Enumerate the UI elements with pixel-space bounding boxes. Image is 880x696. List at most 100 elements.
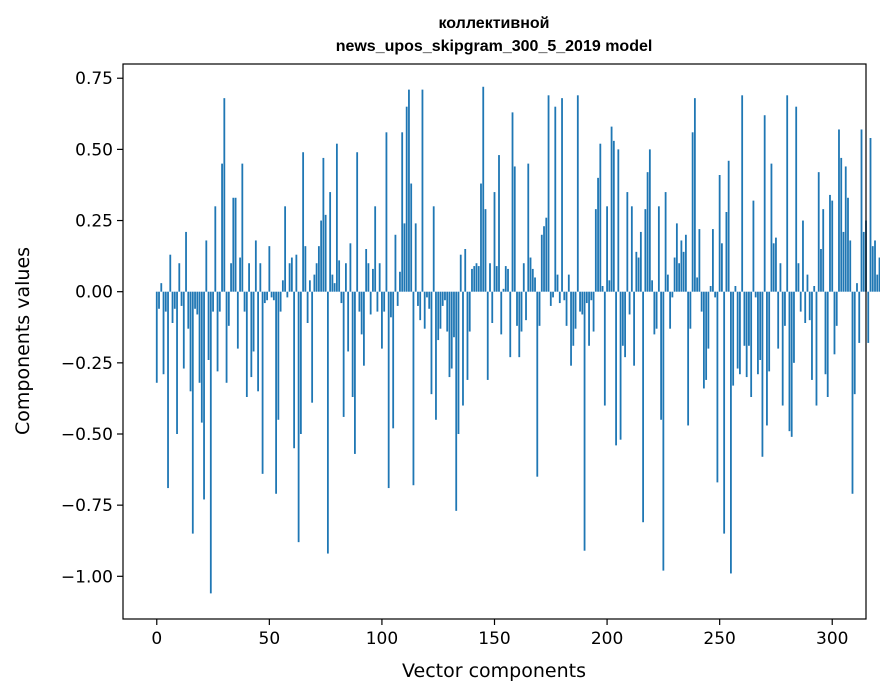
bar-110 [403,223,406,292]
bar-239 [693,98,696,292]
bar-233 [680,240,683,292]
bar-111 [405,106,408,292]
bar-246 [709,286,712,292]
bar-158 [511,112,514,292]
bar-299 [829,194,831,292]
bar-238 [691,132,694,292]
bar-61 [293,291,296,449]
bar-209 [626,192,629,292]
bar-68 [308,280,311,292]
bar-234 [682,251,685,292]
x-tick-label: 50 [259,629,281,649]
bar-168 [534,277,536,292]
x-axis-ticks: 0 50 100 150 200 250 300 [151,619,848,649]
bar-41 [248,263,250,292]
bar-235 [684,234,687,292]
bar-296 [822,209,825,292]
bar-28 [218,291,221,312]
bar-98 [376,291,379,312]
bar-66 [304,246,307,292]
bar-208 [624,291,626,358]
bar-76 [326,291,329,554]
bar-129 [446,291,449,332]
bar-251 [721,243,723,292]
bar-221 [653,291,656,335]
bar-259 [739,291,741,375]
bar-271 [766,291,768,426]
bar-95 [369,291,372,315]
bar-224 [660,291,663,420]
bar-112 [408,89,410,292]
bar-228 [669,291,672,329]
bar-192 [588,291,590,346]
bar-57 [284,206,287,292]
bar-186 [574,291,577,329]
x-axis-label: Vector components [402,660,586,682]
bar-27 [216,291,219,372]
bar-24 [209,291,212,594]
y-axis-label: Components values [12,247,34,435]
bar-210 [628,291,631,315]
bar-89 [356,152,359,292]
bar-58 [286,291,289,298]
bar-33 [230,263,232,292]
bar-189 [581,291,584,315]
bar-289 [806,274,809,292]
bar-85 [347,291,350,352]
bar-181 [563,291,566,301]
bar-300 [831,200,834,292]
bar-3 [162,291,165,375]
bar-211 [630,206,633,292]
bar-207 [621,291,624,346]
bar-72 [317,246,320,292]
bar-162 [520,291,523,332]
bar-47 [261,291,264,474]
bar-311 [856,283,858,292]
bar-43 [252,291,255,352]
bar-62 [295,254,298,292]
bar-25 [212,291,214,312]
bar-305 [842,231,845,292]
bar-313 [860,129,863,292]
bar-8 [173,291,176,309]
bar-191 [585,291,588,304]
bar-247 [712,229,714,292]
bar-54 [277,291,280,420]
bar-279 [784,291,786,326]
bar-257 [734,286,737,292]
bar-100 [381,291,383,349]
bar-148 [489,263,491,292]
bar-170 [538,291,541,326]
bar-48 [263,291,266,304]
bar-130 [448,291,451,378]
bar-2 [160,283,163,292]
bar-105 [392,291,395,429]
bar-53 [275,291,277,494]
bar-156 [507,268,509,292]
bar-304 [840,157,843,292]
bar-174 [547,95,550,292]
bar-236 [687,291,690,426]
bar-306 [844,166,847,292]
bar-270 [763,115,766,292]
bars-group [155,86,880,594]
bar-144 [480,183,482,292]
chart-title-line1: коллективной [439,15,550,32]
bar-262 [745,291,748,378]
bar-107 [396,291,399,306]
bar-261 [743,291,746,346]
bar-177 [554,106,557,292]
bar-308 [849,240,852,292]
bar-39 [243,291,246,312]
bar-142 [475,263,478,292]
bar-1 [158,291,160,309]
bar-90 [358,291,361,312]
bar-184 [570,291,572,366]
bar-84 [345,263,347,292]
bar-134 [457,291,460,434]
bar-258 [736,291,739,369]
bar-75 [324,214,327,292]
x-tick-label: 150 [478,629,510,649]
bar-163 [522,263,525,292]
